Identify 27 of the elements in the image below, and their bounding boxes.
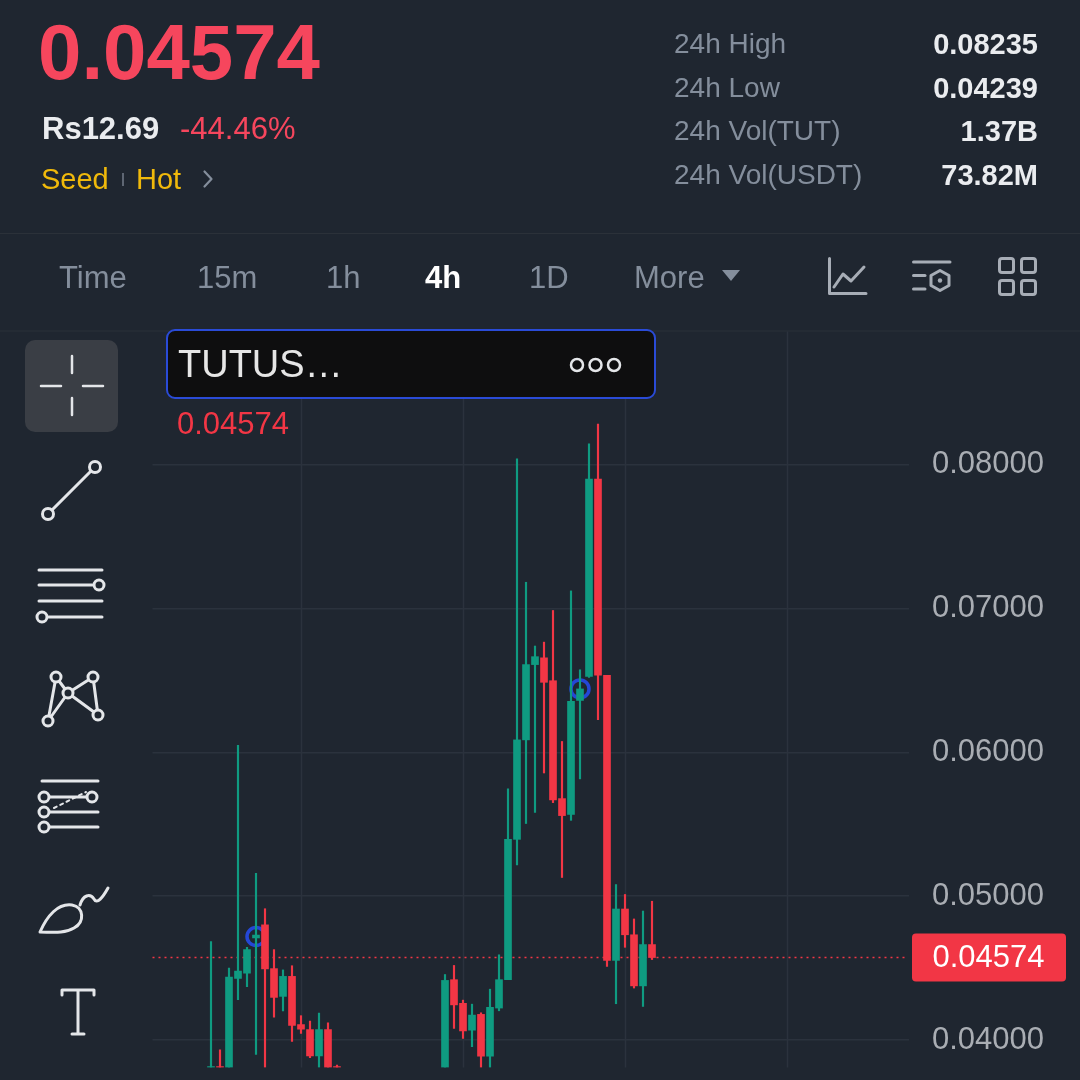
text: 24h Vol(TUT)	[674, 115, 841, 146]
text: 0.08235	[933, 27, 1038, 60]
text: Seed	[41, 162, 109, 195]
ref-line-label: 0.04574	[932, 939, 1045, 975]
text: Time	[59, 259, 127, 295]
text: Hot	[136, 162, 182, 195]
text: 1.37B	[960, 114, 1038, 147]
text: 24h High	[674, 28, 787, 59]
text: 1D	[529, 259, 569, 295]
text: 1h	[326, 259, 361, 295]
text: 0.04239	[933, 71, 1038, 104]
y-tick-label: 0.04000	[932, 1020, 1045, 1056]
text: -44.46%	[180, 110, 296, 146]
text: 24h Vol(USDT)	[674, 159, 863, 190]
text: More	[634, 259, 705, 295]
text: 0.04574	[38, 8, 320, 96]
y-tick-label: 0.07000	[932, 588, 1045, 624]
text: 73.82M	[941, 158, 1038, 191]
annotation: TUTUS…	[178, 343, 343, 385]
text: Rs12.69	[42, 110, 160, 146]
y-tick-label: 0.08000	[932, 444, 1045, 480]
y-tick-label: 0.06000	[932, 732, 1045, 768]
y-tick-label: 0.05000	[932, 876, 1045, 912]
text: 24h Low	[674, 72, 780, 103]
text: 4h	[425, 259, 462, 295]
text: 15m	[197, 259, 258, 295]
text: 0.04574	[177, 405, 290, 441]
